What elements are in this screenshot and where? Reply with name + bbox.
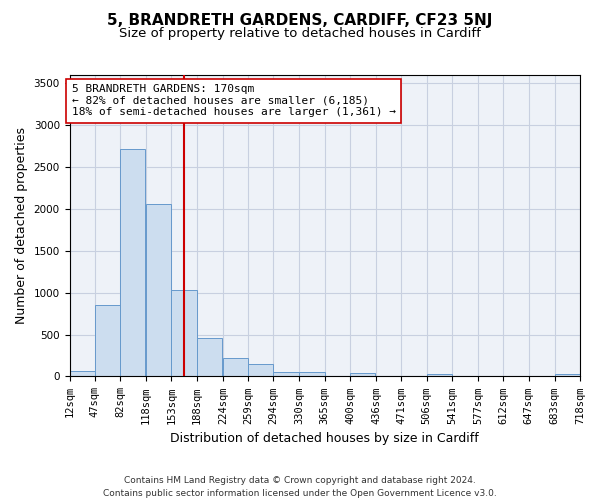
Bar [274,372,299,376]
Bar [299,372,325,376]
X-axis label: Distribution of detached houses by size in Cardiff: Distribution of detached houses by size … [170,432,479,445]
Text: 5 BRANDRETH GARDENS: 170sqm
← 82% of detached houses are smaller (6,185)
18% of : 5 BRANDRETH GARDENS: 170sqm ← 82% of det… [71,84,395,117]
Bar [350,373,376,376]
Bar [223,358,248,376]
Bar [197,338,222,376]
Bar [70,371,95,376]
Y-axis label: Number of detached properties: Number of detached properties [15,127,28,324]
Bar [248,364,274,376]
Bar [146,204,172,376]
Text: 5, BRANDRETH GARDENS, CARDIFF, CF23 5NJ: 5, BRANDRETH GARDENS, CARDIFF, CF23 5NJ [107,12,493,28]
Text: Size of property relative to detached houses in Cardiff: Size of property relative to detached ho… [119,28,481,40]
Bar [120,148,145,376]
Bar [172,290,197,376]
Bar [427,374,452,376]
Bar [554,374,580,376]
Text: Contains HM Land Registry data © Crown copyright and database right 2024.
Contai: Contains HM Land Registry data © Crown c… [103,476,497,498]
Bar [95,305,120,376]
